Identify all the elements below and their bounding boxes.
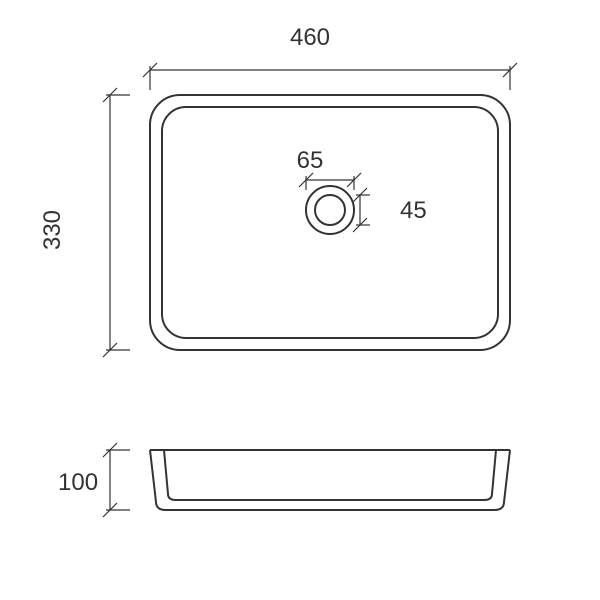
basin-inner-side [164, 450, 496, 500]
dim-drain-outer: 65 [297, 147, 324, 174]
basin-inner-top [162, 107, 498, 338]
dim-side-height: 100 [58, 469, 98, 496]
basin-outer-top [150, 95, 510, 350]
technical-drawing: 460 330 65 45 100 [0, 0, 600, 600]
dim-drain-inner: 45 [400, 197, 427, 224]
drain-inner-circle [315, 195, 345, 225]
drain-outer-circle [306, 186, 354, 234]
dim-height: 330 [39, 210, 66, 250]
dim-width: 460 [290, 24, 330, 51]
